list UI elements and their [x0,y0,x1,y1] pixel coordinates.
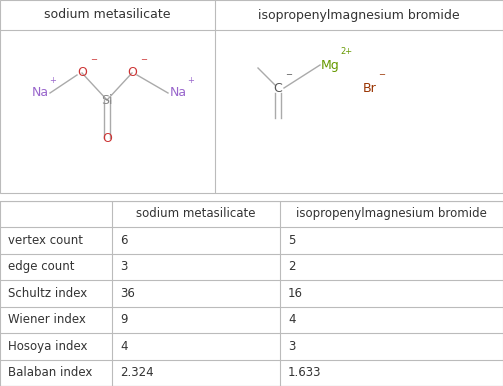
Text: −: − [378,70,385,79]
Text: 2+: 2+ [340,47,352,56]
Text: vertex count: vertex count [8,234,83,247]
Text: O: O [102,132,112,144]
Text: 3: 3 [288,340,295,353]
Text: 16: 16 [288,287,303,300]
Text: 4: 4 [120,340,127,353]
Text: Si: Si [101,93,113,107]
Text: +: + [49,76,56,85]
Text: Wiener index: Wiener index [8,313,86,326]
Text: 4: 4 [288,313,295,326]
Text: O: O [127,66,137,80]
Text: Balaban index: Balaban index [8,366,93,379]
Text: sodium metasilicate: sodium metasilicate [44,8,171,22]
Text: Na: Na [31,86,49,100]
Text: 5: 5 [288,234,295,247]
Text: isopropenylmagnesium bromide: isopropenylmagnesium bromide [296,207,487,220]
Text: Na: Na [170,86,187,100]
Text: Mg: Mg [320,59,340,71]
Text: O: O [77,66,87,80]
Text: 2: 2 [288,261,295,273]
Text: Br: Br [363,81,377,95]
Text: 3: 3 [120,261,127,273]
Text: Hosoya index: Hosoya index [8,340,88,353]
Text: Schultz index: Schultz index [8,287,87,300]
Text: +: + [187,76,194,85]
Text: 9: 9 [120,313,127,326]
Text: −: − [140,55,147,64]
Text: 6: 6 [120,234,127,247]
Text: 2.324: 2.324 [120,366,153,379]
Text: −: − [90,55,97,64]
Text: isopropenylmagnesium bromide: isopropenylmagnesium bromide [258,8,460,22]
Text: −: − [285,70,292,79]
Text: edge count: edge count [8,261,74,273]
Text: 36: 36 [120,287,135,300]
Text: 1.633: 1.633 [288,366,321,379]
Text: sodium metasilicate: sodium metasilicate [136,207,256,220]
Text: C: C [274,81,282,95]
